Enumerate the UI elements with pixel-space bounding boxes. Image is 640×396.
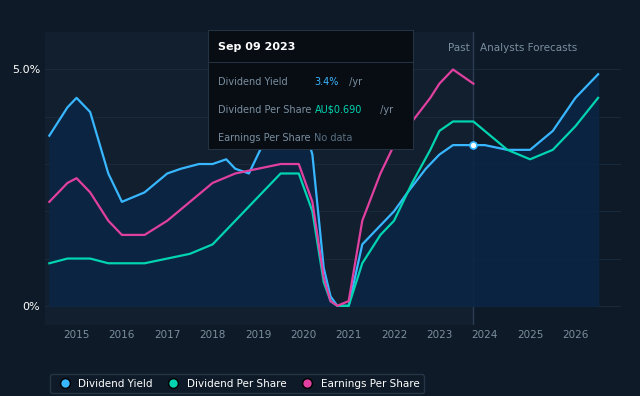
- Text: 3.4%: 3.4%: [314, 77, 339, 87]
- Text: Past: Past: [448, 44, 470, 53]
- Text: Sep 09 2023: Sep 09 2023: [218, 42, 296, 51]
- Text: No data: No data: [314, 133, 353, 143]
- Bar: [45, 32, 474, 325]
- Text: Earnings Per Share: Earnings Per Share: [218, 133, 311, 143]
- Text: AU$0.690: AU$0.690: [314, 105, 362, 114]
- Text: /yr: /yr: [346, 77, 362, 87]
- Text: /yr: /yr: [377, 105, 393, 114]
- Text: Analysts Forecasts: Analysts Forecasts: [480, 44, 577, 53]
- Text: Dividend Per Share: Dividend Per Share: [218, 105, 312, 114]
- Legend: Dividend Yield, Dividend Per Share, Earnings Per Share: Dividend Yield, Dividend Per Share, Earn…: [50, 375, 424, 393]
- Text: Dividend Yield: Dividend Yield: [218, 77, 288, 87]
